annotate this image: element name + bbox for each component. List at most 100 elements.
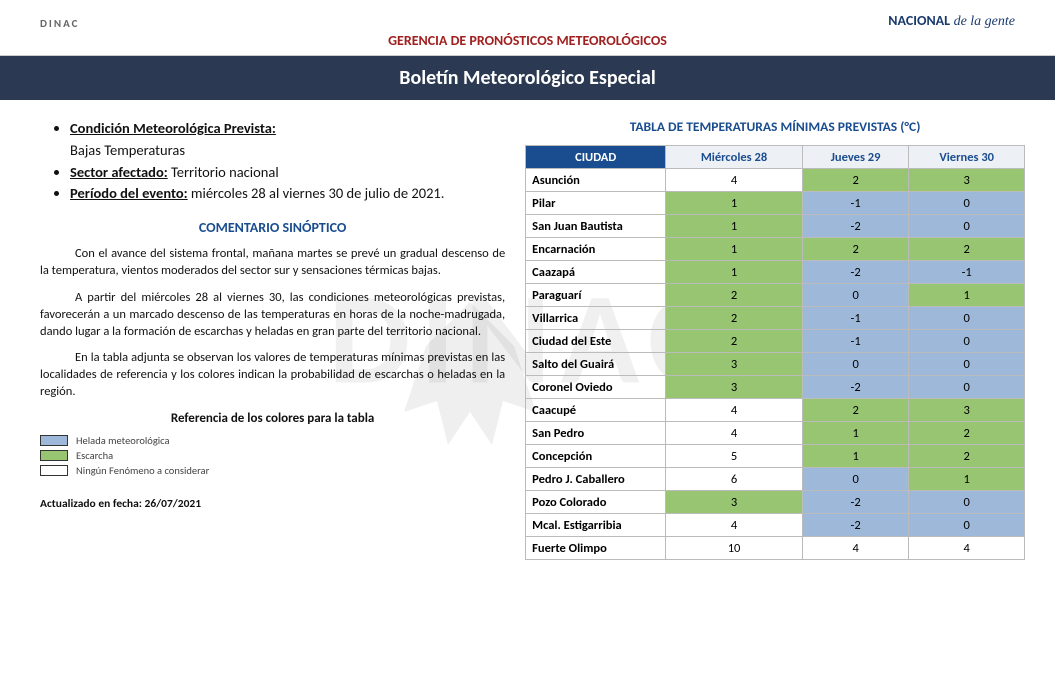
left-column: Condición Meteorológica Prevista: Bajas … <box>40 118 525 560</box>
subheader: GERENCIA DE PRONÓSTICOS METEOROLÓGICOS <box>0 30 1055 55</box>
value-cell: 2 <box>666 330 803 353</box>
value-cell: 10 <box>666 537 803 560</box>
col-city: CIUDAD <box>526 146 666 169</box>
city-cell: Asunción <box>526 169 666 192</box>
city-cell: Ciudad del Este <box>526 330 666 353</box>
value-cell: 0 <box>802 468 908 491</box>
comentario-heading: COMENTARIO SINÓPTICO <box>40 219 505 236</box>
city-cell: Villarrica <box>526 307 666 330</box>
value-cell: 0 <box>802 284 908 307</box>
value-cell: 0 <box>909 376 1025 399</box>
value-cell: 1 <box>666 192 803 215</box>
paragraph-3: En la tabla adjunta se observan los valo… <box>40 350 505 401</box>
city-cell: San Juan Bautista <box>526 215 666 238</box>
value-cell: -2 <box>802 514 908 537</box>
title-bar: Boletín Meteorológico Especial <box>0 55 1055 100</box>
table-row: Caazapá1-2-1 <box>526 261 1025 284</box>
table-row: Pilar1-10 <box>526 192 1025 215</box>
col-day-2: Jueves 29 <box>802 146 908 169</box>
value-cell: 5 <box>666 445 803 468</box>
value-cell: -2 <box>802 491 908 514</box>
value-cell: 0 <box>909 353 1025 376</box>
paragraph-2: A partir del miércoles 28 al viernes 30,… <box>40 290 505 341</box>
city-cell: Caazapá <box>526 261 666 284</box>
table-row: Paraguarí201 <box>526 284 1025 307</box>
value-cell: 3 <box>666 491 803 514</box>
table-row: Pozo Colorado3-20 <box>526 491 1025 514</box>
value-cell: -2 <box>802 376 908 399</box>
table-row: Encarnación122 <box>526 238 1025 261</box>
legend-heading: Referencia de los colores para la tabla <box>40 411 505 426</box>
value-cell: 2 <box>666 284 803 307</box>
table-row: Mcal. Estigarribia4-20 <box>526 514 1025 537</box>
value-cell: -1 <box>802 330 908 353</box>
value-cell: 4 <box>666 514 803 537</box>
col-day-1: Miércoles 28 <box>666 146 803 169</box>
table-row: Caacupé423 <box>526 399 1025 422</box>
value-cell: 4 <box>666 169 803 192</box>
city-cell: Pilar <box>526 192 666 215</box>
table-row: Coronel Oviedo3-20 <box>526 376 1025 399</box>
value-cell: 1 <box>802 422 908 445</box>
city-cell: Pozo Colorado <box>526 491 666 514</box>
table-row: Concepción512 <box>526 445 1025 468</box>
legend-swatch <box>40 450 68 461</box>
temperature-table: CIUDAD Miércoles 28 Jueves 29 Viernes 30… <box>525 145 1025 560</box>
city-cell: Concepción <box>526 445 666 468</box>
bullet-list: Condición Meteorológica Prevista: Bajas … <box>40 118 505 205</box>
paragraph-1: Con el avance del sistema frontal, mañan… <box>40 246 505 280</box>
value-cell: 2 <box>802 238 908 261</box>
value-cell: 3 <box>666 353 803 376</box>
bullet-condition: Condición Meteorológica Prevista: Bajas … <box>70 118 505 162</box>
footer-date: Actualizado en fecha: 26/07/2021 <box>40 497 505 511</box>
value-cell: 1 <box>802 445 908 468</box>
value-cell: 1 <box>666 238 803 261</box>
legend-row: Ningún Fenómeno a considerar <box>40 464 505 477</box>
legend-swatch <box>40 435 68 446</box>
value-cell: -1 <box>802 307 908 330</box>
col-day-3: Viernes 30 <box>909 146 1025 169</box>
value-cell: 0 <box>802 353 908 376</box>
value-cell: 0 <box>909 192 1025 215</box>
table-row: Ciudad del Este2-10 <box>526 330 1025 353</box>
city-cell: Caacupé <box>526 399 666 422</box>
value-cell: 1 <box>666 261 803 284</box>
value-cell: 3 <box>909 169 1025 192</box>
value-cell: 2 <box>909 238 1025 261</box>
bullet-period: Período del evento: miércoles 28 al vier… <box>70 183 505 205</box>
city-cell: Paraguarí <box>526 284 666 307</box>
value-cell: 0 <box>909 491 1025 514</box>
value-cell: -1 <box>909 261 1025 284</box>
header-top: DINAC NACIONAL de la gente <box>0 0 1055 30</box>
value-cell: 3 <box>666 376 803 399</box>
value-cell: -2 <box>802 261 908 284</box>
logo-right: NACIONAL de la gente <box>888 12 1015 30</box>
right-column: TABLA DE TEMPERATURAS MÍNIMAS PREVISTAS … <box>525 118 1025 560</box>
value-cell: 4 <box>802 537 908 560</box>
table-row: Fuerte Olimpo1044 <box>526 537 1025 560</box>
value-cell: -2 <box>802 215 908 238</box>
value-cell: 3 <box>909 399 1025 422</box>
value-cell: 2 <box>802 399 908 422</box>
value-cell: -1 <box>802 192 908 215</box>
value-cell: 4 <box>909 537 1025 560</box>
city-cell: Coronel Oviedo <box>526 376 666 399</box>
table-row: Pedro J. Caballero601 <box>526 468 1025 491</box>
value-cell: 2 <box>909 445 1025 468</box>
table-title: TABLA DE TEMPERATURAS MÍNIMAS PREVISTAS … <box>525 118 1025 135</box>
value-cell: 2 <box>802 169 908 192</box>
city-cell: Mcal. Estigarribia <box>526 514 666 537</box>
legend-label: Helada meteorológica <box>76 434 170 447</box>
legend-row: Escarcha <box>40 449 505 462</box>
city-cell: Salto del Guairá <box>526 353 666 376</box>
table-row: Villarrica2-10 <box>526 307 1025 330</box>
value-cell: 1 <box>666 215 803 238</box>
city-cell: San Pedro <box>526 422 666 445</box>
bullet-sector: Sector afectado: Territorio nacional <box>70 162 505 184</box>
legend-row: Helada meteorológica <box>40 434 505 447</box>
value-cell: 0 <box>909 307 1025 330</box>
value-cell: 4 <box>666 422 803 445</box>
value-cell: 2 <box>666 307 803 330</box>
value-cell: 6 <box>666 468 803 491</box>
city-cell: Encarnación <box>526 238 666 261</box>
